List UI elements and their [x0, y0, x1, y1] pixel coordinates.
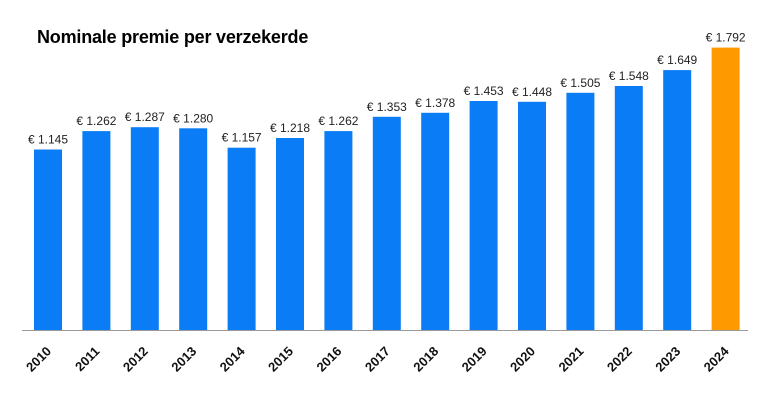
bar-2013	[179, 128, 208, 330]
tick-label-2013: 2013	[168, 344, 199, 375]
bar-2015	[276, 138, 304, 330]
bar-2023	[663, 70, 692, 330]
bar-2024	[711, 47, 740, 330]
value-label-2018: € 1.378	[415, 96, 455, 110]
value-labels-layer: € 1.145 € 1.262 € 1.287 € 1.280 € 1.157 € 1.2…	[28, 31, 746, 147]
bar-2021	[566, 92, 595, 330]
tick-label-2017: 2017	[362, 344, 393, 375]
value-label-2011: € 1.262	[76, 114, 116, 128]
bar-2017	[372, 116, 401, 330]
tick-label-2015: 2015	[265, 344, 296, 375]
bars-layer	[34, 47, 740, 330]
tick-label-2024: 2024	[701, 343, 733, 375]
tick-label-2010: 2010	[23, 344, 54, 375]
bar-2019	[469, 101, 498, 330]
tick-label-2021: 2021	[555, 344, 586, 375]
value-label-2023: € 1.649	[657, 53, 697, 67]
value-label-2014: € 1.157	[222, 131, 262, 145]
value-label-2021: € 1.505	[560, 76, 600, 90]
value-label-2019: € 1.453	[464, 84, 504, 98]
x-axis-tick-labels: 2010 2011 2012 2013 2014 2015 2016 2017 2018 2019…	[23, 343, 732, 375]
tick-label-2016: 2016	[313, 344, 344, 375]
bar-2012	[130, 127, 159, 330]
value-label-2016: € 1.262	[318, 114, 358, 128]
tick-label-2020: 2020	[507, 344, 538, 375]
bar-2022	[614, 86, 643, 330]
value-label-2015: € 1.218	[270, 121, 310, 135]
tick-label-2012: 2012	[120, 344, 151, 375]
tick-label-2018: 2018	[410, 344, 441, 375]
value-label-2020: € 1.448	[512, 85, 552, 99]
value-label-2010: € 1.145	[28, 133, 68, 147]
value-label-2013: € 1.280	[173, 111, 213, 125]
tick-label-2011: 2011	[72, 344, 103, 375]
bar-2014	[227, 147, 256, 330]
bar-2020	[518, 101, 546, 330]
value-label-2022: € 1.548	[609, 69, 649, 83]
tick-label-2019: 2019	[459, 344, 490, 375]
tick-label-2014: 2014	[217, 343, 249, 375]
value-label-2012: € 1.287	[125, 110, 165, 124]
value-label-2024: € 1.792	[706, 31, 746, 45]
bar-2011	[82, 131, 111, 330]
bar-2010	[34, 149, 62, 330]
bar-2016	[324, 131, 353, 330]
chart-title: Nominale premie per verzekerde	[37, 27, 309, 47]
value-label-2017: € 1.353	[367, 100, 407, 114]
tick-label-2022: 2022	[604, 344, 635, 375]
bar-2018	[421, 112, 450, 330]
tick-label-2023: 2023	[652, 344, 683, 375]
